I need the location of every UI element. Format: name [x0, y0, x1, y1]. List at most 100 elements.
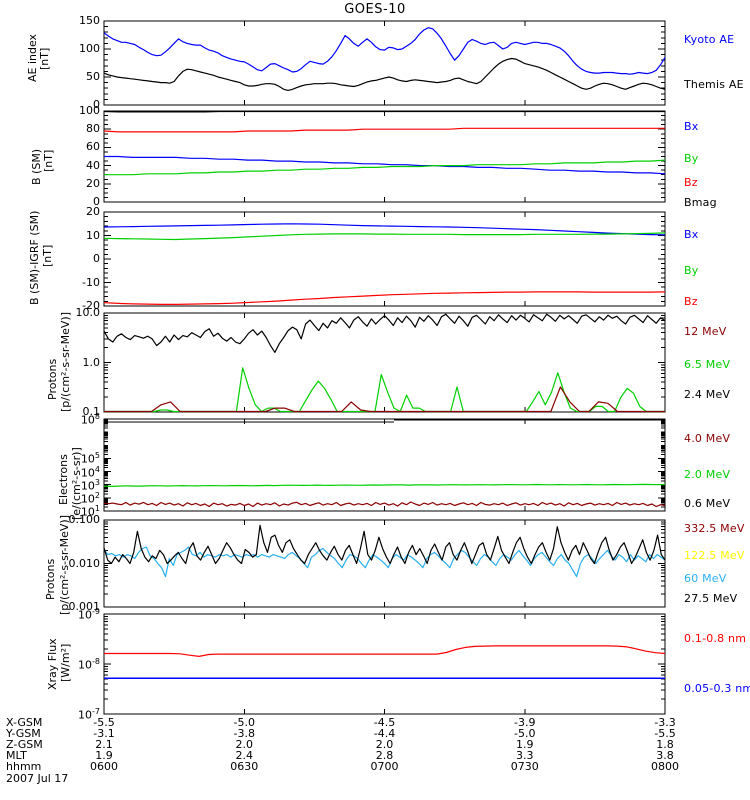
axis-tick-x_gsm-1: -5.0	[233, 716, 255, 729]
axis-tick-hhmm-2: 0700	[370, 760, 399, 773]
series-Themis-AE	[103, 57, 666, 91]
axis-tick-mlt-3: 3.3	[516, 749, 534, 762]
axis-row-label-hhmm: hhmm	[6, 760, 42, 773]
panel6-ylabel: Protons	[44, 558, 57, 600]
legend-p5-4.0MeV: 4.0 MeV	[684, 432, 731, 445]
panel1-yunit: [nT]	[38, 47, 51, 70]
panel5-yunit: [e/(cm²-s-sr)]	[70, 447, 83, 520]
axis-tick-mlt-4: 3.8	[656, 749, 674, 762]
series-27.5-MeV	[103, 524, 666, 565]
panel3-y-tick-2: 0	[93, 252, 100, 265]
panel3-y-tick-0: -20	[82, 299, 100, 312]
panel5-ylabel: Electrons	[57, 454, 70, 505]
panel2-y-tick-4: 80	[86, 122, 100, 136]
panel7-ylabel: Xray Flux	[46, 638, 59, 690]
axis-tick-hhmm-4: 0800	[651, 760, 679, 773]
legend-p4-12MeV: 12 MeV	[684, 325, 727, 338]
panel2-y-tick-3: 60	[86, 140, 100, 154]
series-65MeV	[104, 367, 665, 413]
legend-p6-275MeV: 27.5 MeV	[684, 592, 738, 605]
axis-tick-hhmm-0: 0600	[90, 760, 118, 773]
axis-tick-x_gsm-3: -3.9	[514, 716, 536, 729]
panel-1-frame	[103, 20, 666, 106]
date-caption: 2007 Jul 17	[6, 772, 69, 785]
legend-p2-Bmag: Bmag	[684, 196, 717, 209]
axis-row-label-zgsm: Z-GSM	[6, 738, 43, 751]
panel3-y-tick-1: -10	[82, 275, 100, 289]
series-By	[104, 159, 666, 176]
axis-tick-mlt-2: 2.8	[375, 749, 394, 762]
axis-tick-z_gsm-3: 1.9	[516, 738, 534, 751]
axis-tick-z_gsm-0: 2.1	[95, 738, 113, 751]
panel3-y-tick-4: 20	[86, 205, 100, 218]
panel-5-frame	[103, 418, 666, 512]
axis-tick-mlt-1: 2.4	[235, 749, 254, 762]
panel1-y-tick-3: 150	[79, 14, 100, 27]
series-Kyoto-AE	[103, 27, 666, 75]
legend-p6-3325MeV: 332.5 MeV	[684, 522, 745, 535]
axis-tick-z_gsm-2: 2.0	[375, 738, 394, 751]
legend-p3-By: By	[684, 264, 699, 277]
series-2.0-MeV	[103, 483, 666, 487]
series-0.6-MeV	[104, 419, 665, 423]
series-By	[103, 232, 666, 241]
panel4-y-tick-2: 10.0	[75, 306, 101, 319]
legend-p7-xray-long: 0.1-0.8 nm	[684, 632, 747, 645]
legend-p5-0.6MeV: 0.6 MeV	[684, 497, 731, 510]
legend-p2-Bz: Bz	[684, 176, 698, 189]
panel5-y-tick-0: 101	[80, 504, 100, 519]
panel7-y-tick-0: 10-7	[78, 707, 100, 722]
legend-p4-2.4MeV: 2.4 MeV	[684, 388, 731, 401]
panel4-y-tick-1: 1.0	[82, 355, 101, 369]
series-4.0-MeV	[103, 501, 666, 508]
panel2-y-tick-0: 0	[93, 195, 100, 208]
legend-p7-xray-short: 0.05-0.3 nm	[684, 682, 750, 695]
series-60-MeV	[103, 546, 666, 578]
legend-p6-60MeV: 60 MeV	[684, 572, 727, 585]
axis-tick-hhmm-3: 0730	[510, 760, 539, 773]
series-24MeV	[103, 313, 666, 353]
page-title: GOES-10	[344, 2, 406, 17]
legend-p4-6.5MeV: 6.5 MeV	[684, 358, 731, 371]
panel1-y-tick-1: 50	[86, 70, 100, 83]
axis-tick-x_gsm-2: -4.5	[373, 716, 396, 729]
axis-tick-y_gsm-3: -5.0	[514, 727, 536, 740]
panel2-yunit: [nT]	[42, 149, 55, 172]
axis-tick-hhmm-1: 0630	[230, 760, 259, 773]
panel2-y-tick-2: 40	[86, 158, 100, 172]
panel1-y-tick-2: 100	[79, 42, 100, 55]
series-Bx	[104, 155, 666, 175]
panel6-y-tick-1: 0.010	[68, 556, 101, 570]
axis-row-label-mlt: MLT	[6, 749, 27, 762]
panel5-y-tick-5: 108	[80, 412, 100, 427]
panel-7-frame	[103, 613, 666, 715]
legend-p2-Bx: Bx	[684, 120, 699, 133]
axis-tick-y_gsm-1: -3.8	[233, 727, 255, 740]
axis-tick-y_gsm-2: -4.4	[373, 727, 396, 740]
panel5-y-tick-3: 104	[80, 464, 100, 480]
axis-tick-y_gsm-0: -3.1	[93, 727, 115, 740]
panel-4-frame	[103, 312, 666, 413]
axis-row-label-xgsm: X-GSM	[6, 716, 43, 729]
panel2-y-tick-5: 100	[79, 104, 100, 117]
legend-p5-2.0MeV: 2.0 MeV	[684, 468, 731, 481]
legend-themis-ae: Themis AE	[684, 78, 744, 91]
axis-tick-z_gsm-1: 2.0	[235, 738, 254, 751]
axis-tick-mlt-0: 1.9	[95, 749, 113, 762]
panel6-y-tick-0: 0.001	[68, 600, 101, 613]
panel4-yunit: [p/(cm²-s-sr-MeV)]	[59, 312, 72, 412]
series-Bz	[103, 127, 665, 133]
series-12MeV	[104, 386, 665, 413]
panel2-y-tick-1: 20	[86, 176, 100, 190]
axis-tick-y_gsm-4: -5.5	[654, 727, 676, 740]
panel5-y-tick-1: 102	[80, 490, 100, 506]
panel-2-frame	[103, 110, 666, 203]
panel5-y-tick-4: 105	[80, 451, 100, 467]
panel7-yunit: [W/m²]	[59, 643, 72, 682]
legend-kyoto-ae: Kyoto AE	[684, 33, 735, 46]
panel6-yunit: [p/(cm²-s-sr-MeV)]	[58, 515, 71, 615]
legend-p3-Bx: Bx	[684, 228, 699, 241]
panel6-y-tick-2: 0.100	[68, 513, 101, 526]
series-0.1-0.8-nm	[104, 645, 666, 657]
